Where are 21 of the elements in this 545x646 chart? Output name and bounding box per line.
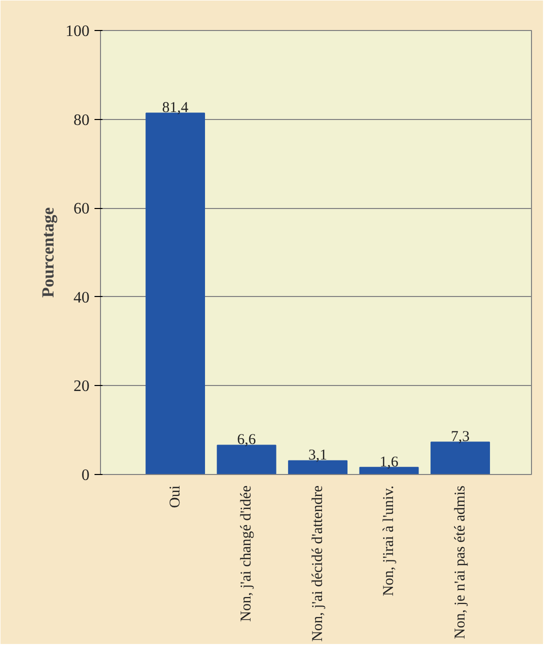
data-label: 6,6: [237, 432, 256, 448]
data-label: 1,6: [380, 454, 399, 470]
y-tick-label: 80: [74, 112, 90, 129]
x-tick-label: Non, je n'ai pas été admis: [452, 485, 468, 639]
y-axis-title: Pourcentage: [38, 206, 58, 298]
bar: [288, 460, 348, 474]
x-tick-label: Non, j'irai à l'univ.: [381, 485, 398, 596]
y-tick-label: 20: [74, 378, 90, 396]
data-label: 7,3: [450, 429, 470, 446]
x-tick-label: Oui: [167, 486, 184, 508]
data-label: 3,1: [308, 448, 328, 464]
x-tick-label: Non, j'ai changé d'idée: [238, 485, 255, 622]
bar: [146, 112, 206, 474]
y-tick-label: 60: [74, 200, 90, 218]
bar: [430, 442, 490, 474]
y-tick-label: 40: [74, 289, 90, 306]
bar: [216, 444, 276, 474]
y-tick-label: 0: [82, 467, 90, 484]
x-tick-label: Non, j'ai décidé d'attendre: [310, 485, 326, 642]
y-tick-label: 100: [66, 23, 90, 40]
data-label: 81,4: [162, 100, 189, 116]
